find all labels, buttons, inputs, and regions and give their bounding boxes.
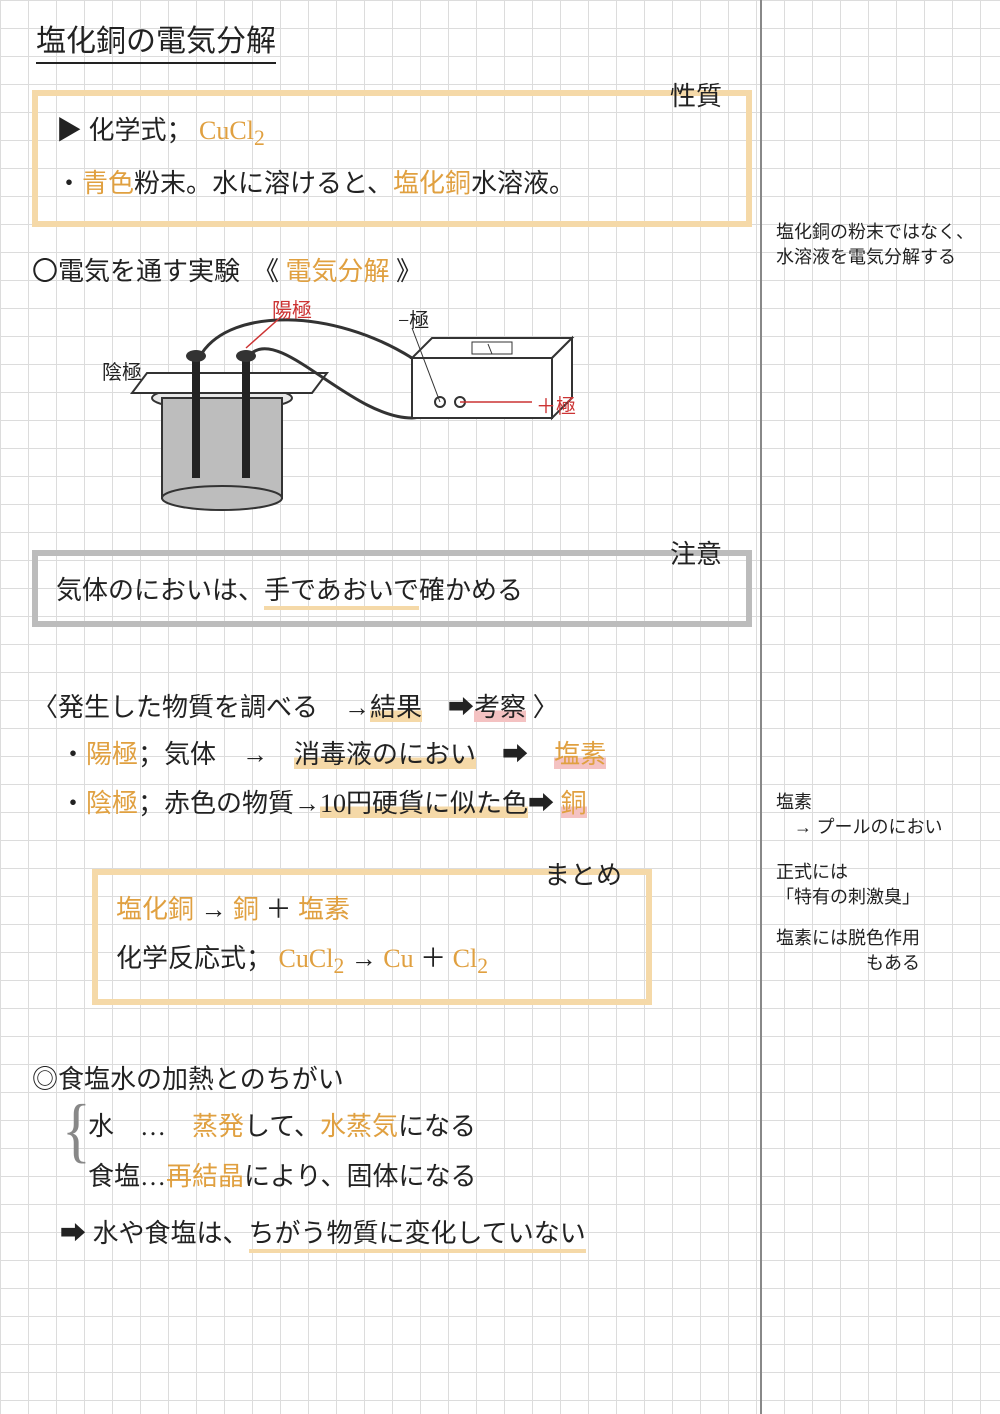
f-plus: ＋ xyxy=(420,944,453,973)
inv-h-arrow: ➡ xyxy=(422,693,474,722)
sn2-b: → プールのにおい xyxy=(776,817,943,837)
experiment-heading: 〇電気を通す実験 《 電気分解 》 xyxy=(32,251,752,288)
eq-c: 塩素 xyxy=(298,895,350,924)
anode-b: 消毒液のにおい xyxy=(294,740,476,769)
caution-post: 確かめる xyxy=(419,576,523,605)
chem-equation: 化学反応式； CuCl2 → Cu ＋ Cl2 xyxy=(116,934,628,987)
electrolysis-diagram: 陰極 陽極 −極 ＋極 xyxy=(112,298,592,528)
page-title: 塩化銅の電気分解 xyxy=(36,16,276,64)
cathode-lbl: 陰極 xyxy=(86,789,138,818)
water-line: 水 … 蒸発して、水蒸気になる xyxy=(88,1102,752,1151)
w-e: になる xyxy=(398,1112,476,1141)
sn4-a: 塩素には脱色作用 xyxy=(776,928,920,948)
f-cl2: Cl2 xyxy=(453,944,488,973)
formula-prefix: ▶ 化学式； xyxy=(56,116,199,145)
main-column: 塩化銅の電気分解 性質 ▶ 化学式； CuCl2 ・青色粉末。水に溶けると、塩化… xyxy=(32,16,752,1258)
cathode-label: 陰極 xyxy=(102,356,142,385)
summary-box: まとめ 塩化銅 → 銅 ＋ 塩素 化学反応式； CuCl2 → Cu ＋ Cl2 xyxy=(92,869,652,1006)
exp-h-post: 》 xyxy=(390,257,423,286)
cathode-result: ・陰極；赤色の物質→10円硬貨に似た色➡ 銅 xyxy=(60,779,752,828)
inv-h-result: 結果 xyxy=(370,693,422,722)
f-arr: → xyxy=(351,944,384,973)
bullet: ・ xyxy=(56,169,82,198)
brace-icon: { xyxy=(62,1089,91,1172)
f-b: Cu xyxy=(383,944,413,973)
inv-h-pre: 〈発生した物質を調べる → xyxy=(32,693,370,722)
cucl-name: 塩化銅 xyxy=(393,169,471,198)
f-c: Cl xyxy=(453,944,478,973)
formula-sub: 2 xyxy=(254,126,265,150)
blue-text: 青色 xyxy=(82,169,134,198)
eq-b: 銅 xyxy=(233,895,259,924)
anode-result: ・陽極；気体 → 消毒液のにおい ➡ 塩素 xyxy=(60,730,752,779)
sn4-b: もある xyxy=(776,953,920,973)
formula-cucl2: CuCl2 xyxy=(199,116,265,145)
saltwater-heading: ◎食塩水の加熱とのちがい xyxy=(32,1059,752,1096)
investigate-heading: 〈発生した物質を調べる →結果 ➡考察 〉 xyxy=(32,687,752,724)
box-tag-caution: 注意 xyxy=(666,534,726,571)
page: 塩化銅の電気分解 性質 ▶ 化学式； CuCl2 ・青色粉末。水に溶けると、塩化… xyxy=(0,0,1000,1414)
cathode-a: ；赤色の物質→ xyxy=(138,789,320,818)
sn3-b: 「特有の刺激臭」 xyxy=(776,887,920,907)
concl-arrow: ➡ xyxy=(60,1219,93,1248)
caution-hl: 手であおいで xyxy=(264,576,419,610)
exp-h-term: 電気分解 xyxy=(286,257,390,286)
w-c: して、 xyxy=(244,1112,320,1141)
anode-a: ；気体 → xyxy=(138,740,294,769)
conclusion-line: ➡ 水や食塩は、ちがう物質に変化していない xyxy=(60,1209,752,1258)
spacer2 xyxy=(32,1029,752,1049)
s-b: 再結晶 xyxy=(166,1162,244,1191)
side-note-2: 塩素 → プールのにおい xyxy=(776,790,986,840)
salt-line: 食塩…再結晶により、固体になる xyxy=(88,1152,752,1201)
caution-pre: 気体のにおいは、 xyxy=(56,576,264,605)
inv-h-post: 〉 xyxy=(526,693,559,722)
caution-box: 注意 気体のにおいは、手であおいで確かめる xyxy=(32,550,752,627)
f-a-sub: 2 xyxy=(333,954,344,978)
eq-plus: ＋ xyxy=(259,895,298,924)
w-b: 蒸発 xyxy=(192,1112,244,1141)
anode-label: 陽極 xyxy=(272,294,312,323)
cathode-c: ➡ xyxy=(528,789,561,818)
plus-label: ＋極 xyxy=(536,390,576,419)
powder-mid: 粉末。水に溶けると、 xyxy=(134,169,393,198)
box-tag-summary: まとめ xyxy=(540,853,626,900)
formula-line: ▶ 化学式； CuCl2 xyxy=(56,106,728,159)
cathode-b: 10円硬貨に似た色 xyxy=(320,789,528,818)
cathode-d: 銅 xyxy=(561,789,587,818)
concl-a: 水や食塩は、 xyxy=(93,1219,249,1248)
s-a: 食塩… xyxy=(88,1162,166,1191)
w-d: 水蒸気 xyxy=(320,1112,398,1141)
sn3-a: 正式には xyxy=(776,862,848,882)
powder-end: 水溶液。 xyxy=(471,169,575,198)
saltwater-block: { 水 … 蒸発して、水蒸気になる 食塩…再結晶により、固体になる xyxy=(32,1102,752,1201)
sn2-a: 塩素 xyxy=(776,792,812,812)
concl-b: ちがう物質に変化していない xyxy=(249,1219,586,1253)
exp-h-pre: 〇電気を通す実験 《 xyxy=(32,257,286,286)
diagram-svg xyxy=(112,298,592,528)
formula-base: CuCl xyxy=(199,116,254,145)
eq-arr: → xyxy=(194,895,233,924)
anode-lbl: 陽極 xyxy=(86,740,138,769)
anode-c: ➡ xyxy=(476,740,554,769)
w-a: 水 … xyxy=(88,1112,192,1141)
f-label: 化学反応式； xyxy=(116,944,279,973)
vertical-divider xyxy=(760,0,762,1414)
f-cucl2: CuCl2 xyxy=(279,944,345,973)
side-note-3: 正式には 「特有の刺激臭」 xyxy=(776,860,986,910)
anode-d: 塩素 xyxy=(554,740,606,769)
side-note-4: 塩素には脱色作用 もある xyxy=(776,926,986,976)
side-note-1: 塩化銅の粉末ではなく、水溶液を電気分解する xyxy=(776,220,986,270)
f-c-sub: 2 xyxy=(477,954,488,978)
box-tag-properties: 性質 xyxy=(666,74,726,121)
spacer xyxy=(32,649,752,677)
s-c: により、固体になる xyxy=(244,1162,476,1191)
powder-line: ・青色粉末。水に溶けると、塩化銅水溶液。 xyxy=(56,159,728,208)
inv-h-consider: 考察 xyxy=(474,693,526,722)
eq-a: 塩化銅 xyxy=(116,895,194,924)
properties-box: 性質 ▶ 化学式； CuCl2 ・青色粉末。水に溶けると、塩化銅水溶液。 xyxy=(32,90,752,227)
minus-label: −極 xyxy=(398,304,429,333)
f-a: CuCl xyxy=(279,944,334,973)
